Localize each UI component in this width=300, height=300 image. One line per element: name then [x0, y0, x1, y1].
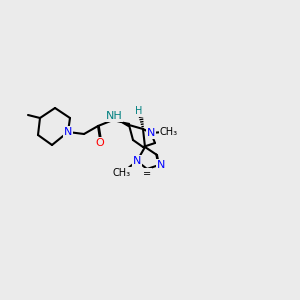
Text: N: N [147, 128, 155, 138]
Text: N: N [133, 156, 141, 166]
Text: N: N [64, 127, 72, 137]
Polygon shape [121, 122, 130, 126]
Text: NH: NH [106, 111, 122, 121]
Text: =: = [143, 169, 151, 179]
Text: O: O [96, 138, 104, 148]
Text: H: H [135, 106, 143, 116]
Text: N: N [157, 160, 165, 170]
Text: CH₃: CH₃ [113, 168, 131, 178]
Text: CH₃: CH₃ [160, 127, 178, 137]
